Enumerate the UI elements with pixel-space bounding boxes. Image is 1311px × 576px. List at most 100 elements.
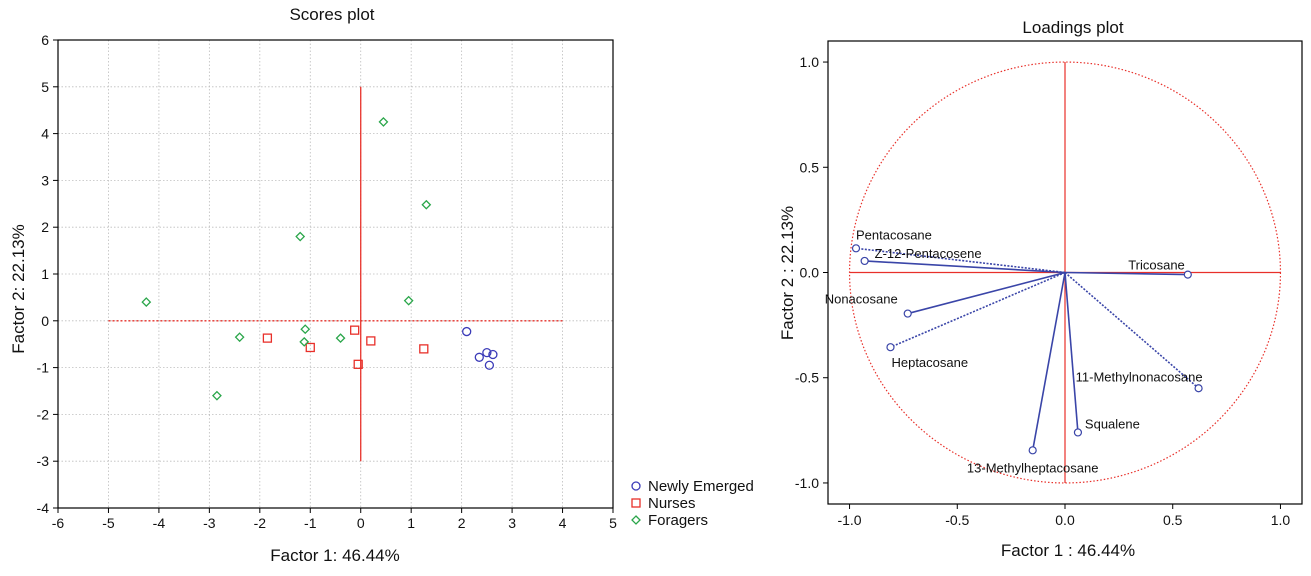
point-foragers [403, 295, 414, 306]
point-newly-emerged [462, 326, 472, 337]
scores-ticks: -6 -5 -4 -3 -2 -1 0 1 2 3 4 5 -4 -3 -2 -1 0 1 2 3 4 5 6 [37, 32, 618, 531]
loading-label-squalene: Squalene [1085, 416, 1140, 431]
point-newly-emerged [488, 349, 498, 360]
scores-x-tick-label: 0 [357, 515, 365, 531]
scores-x-tick-label: -4 [153, 515, 166, 531]
point-nurses [262, 333, 273, 343]
scores-x-tick-label: 5 [609, 515, 617, 531]
loadings-title: Loadings plot [1022, 18, 1123, 37]
point-foragers [234, 332, 245, 343]
loading-label-pentacosane: Pentacosane [856, 227, 932, 242]
point-foragers [300, 324, 311, 335]
loading-vector-z-12-pentacosene [864, 260, 1066, 274]
scores-y-tick-label: 0 [41, 313, 49, 329]
loading-label-nonacosane: Nonacosane [825, 292, 898, 307]
point-foragers [335, 333, 346, 344]
legend-marker-foragers [631, 515, 641, 525]
legend-marker-nurses [631, 498, 641, 508]
scores-y-axis-label: Factor 2: 22.13% [9, 224, 28, 353]
loadings-x-axis-label: Factor 1 : 46.44% [1001, 541, 1135, 560]
scores-x-tick-label: -2 [254, 515, 267, 531]
scores-y-tick-label: 3 [41, 172, 49, 188]
loadings-x-tick-label: 0.0 [1055, 512, 1075, 528]
scores-x-tick-label: -6 [52, 515, 65, 531]
loadings-y-tick-label: 0.5 [800, 159, 820, 175]
loadings-ticks: -1.0 -0.5 0.0 0.5 1.0 -1.0 -0.5 0.0 0.5 1.0 [795, 54, 1291, 528]
loadings-vectors: Pentacosane Z-12-Pentacosene Tricosane Nona… [825, 227, 1203, 475]
point-nurses [366, 336, 376, 346]
scores-x-tick-label: -1 [304, 515, 317, 531]
point-foragers [378, 116, 389, 127]
point-foragers [421, 199, 432, 210]
scores-reference-lines [108, 86, 563, 462]
loading-vector-13-methylheptacosane [1031, 272, 1066, 451]
loading-label-11-methylnonacosane: 11-Methylnonacosane [1076, 369, 1203, 384]
loading-vector-heptacosane [890, 271, 1066, 348]
scores-y-tick-label: 4 [41, 126, 49, 142]
loading-point-nonacosane [903, 309, 912, 318]
scores-y-tick-label: -2 [37, 406, 50, 422]
scores-x-axis-label: Factor 1: 46.44% [270, 546, 399, 565]
scores-x-tick-label: 3 [508, 515, 516, 531]
scores-grid [58, 40, 613, 508]
point-foragers [141, 297, 152, 307]
loading-point-pentacosane [851, 244, 861, 253]
point-nurses [305, 342, 315, 353]
point-newly-emerged [482, 347, 492, 358]
point-newly-emerged [484, 360, 495, 370]
loadings-x-tick-label: 1.0 [1271, 512, 1291, 528]
loading-point-squalene [1073, 428, 1083, 437]
scores-points [141, 116, 498, 401]
loading-vector-pentacosane [855, 247, 1066, 274]
legend-label-newly-emerged: Newly Emerged [648, 478, 754, 495]
scores-y-tick-label: -1 [37, 360, 50, 376]
loadings-plot: Loadings plot Factor 1 : 46.44% Factor 2… [778, 18, 1303, 560]
loadings-x-tick-label: -0.5 [945, 512, 969, 528]
point-nurses [419, 344, 429, 354]
loading-point-z-12-pentacosene [860, 256, 869, 266]
scores-y-tick-label: 1 [41, 266, 49, 282]
loadings-x-tick-label: 0.5 [1163, 512, 1183, 528]
loading-label-z-12-pentacosene: Z-12-Pentacosene [875, 246, 982, 261]
scores-title: Scores plot [289, 5, 374, 24]
legend-label-nurses: Nurses [648, 495, 696, 512]
point-foragers [299, 336, 310, 347]
scores-plot: Scores plot Factor 1: 46.44% Factor 2: 2… [9, 5, 754, 565]
loading-vector-squalene [1064, 272, 1079, 433]
point-newly-emerged [474, 352, 484, 362]
loadings-y-tick-label: -0.5 [795, 370, 819, 386]
loadings-y-axis-label: Factor 2 : 22.13% [778, 206, 797, 340]
loadings-x-tick-label: -1.0 [837, 512, 861, 528]
legend-marker-newly-emerged [631, 481, 641, 491]
loading-point-11-methylnonacosane [1194, 384, 1203, 393]
loading-point-heptacosane [886, 343, 895, 352]
loading-label-tricosane: Tricosane [1128, 258, 1185, 273]
loading-label-heptacosane: Heptacosane [891, 355, 968, 370]
loading-point-tricosane [1183, 270, 1192, 279]
point-nurses [350, 325, 360, 335]
scores-x-tick-label: 2 [458, 515, 466, 531]
scores-y-tick-label: -3 [37, 453, 50, 469]
loading-point-13-methylheptacosane [1028, 446, 1037, 455]
loadings-y-tick-label: 1.0 [800, 54, 820, 70]
loading-vector-11-methylnonacosane [1064, 271, 1200, 389]
point-foragers [295, 231, 306, 242]
loading-vector-nonacosane [907, 271, 1066, 315]
scores-x-tick-label: 1 [407, 515, 415, 531]
scores-y-tick-label: -4 [37, 500, 50, 516]
scores-y-tick-label: 6 [41, 32, 49, 48]
loadings-y-tick-label: -1.0 [795, 475, 819, 491]
scores-y-tick-label: 5 [41, 79, 49, 95]
scores-x-tick-label: -5 [102, 515, 115, 531]
legend-label-foragers: Foragers [648, 512, 708, 529]
scores-y-tick-label: 2 [41, 219, 49, 235]
scores-x-tick-label: 4 [559, 515, 567, 531]
loadings-y-tick-label: 0.0 [800, 265, 820, 281]
scores-x-tick-label: -3 [203, 515, 216, 531]
loading-vector-tricosane [1064, 271, 1188, 276]
point-nurses [353, 359, 363, 369]
loading-label-13-methylheptacosane: 13-Methylheptacosane [967, 460, 1099, 475]
